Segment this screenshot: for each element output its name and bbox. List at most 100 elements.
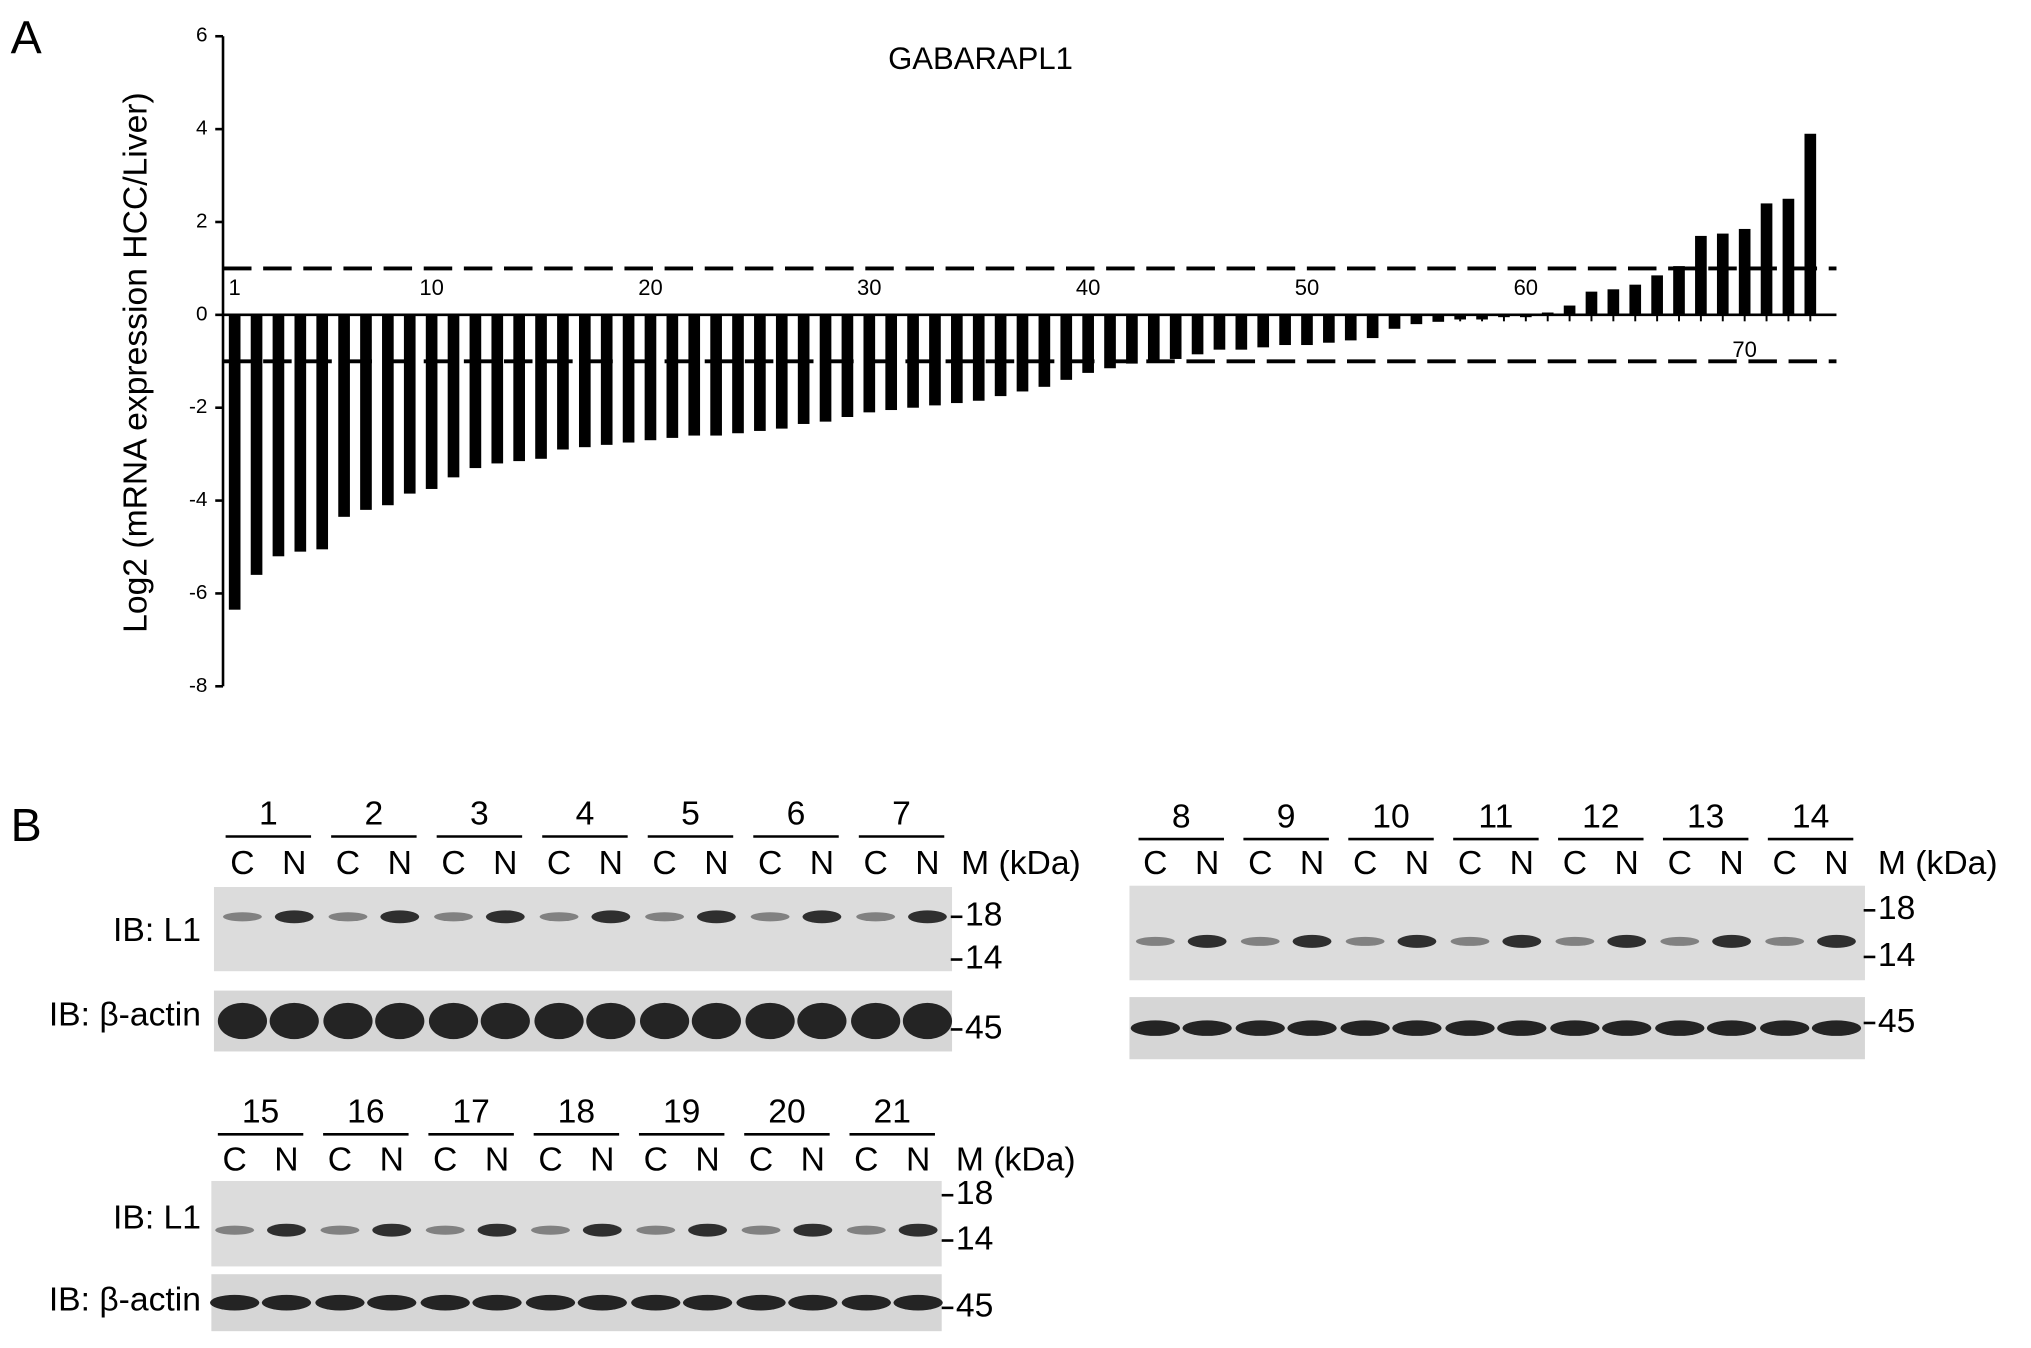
band	[1602, 1020, 1652, 1036]
sample-number: 8	[1172, 798, 1191, 835]
band	[736, 1294, 786, 1311]
lane-label: C	[644, 1141, 668, 1178]
bar	[1060, 314, 1073, 380]
sample-number: 13	[1687, 798, 1724, 835]
y-tick-label: -4	[189, 488, 207, 511]
marker-size: 14	[965, 939, 1002, 976]
bar	[1257, 314, 1270, 348]
lane-label: N	[801, 1141, 825, 1178]
band	[372, 1223, 412, 1237]
band	[750, 912, 790, 922]
band	[1497, 1020, 1547, 1036]
band	[1502, 934, 1542, 948]
band	[210, 1294, 260, 1311]
band	[472, 1294, 522, 1311]
band	[367, 1294, 417, 1311]
y-tick-label: -8	[189, 674, 207, 697]
lane-label: C	[538, 1141, 562, 1178]
bar	[469, 314, 482, 469]
band	[898, 1223, 938, 1237]
band	[434, 912, 473, 922]
lane-label: C	[230, 845, 254, 882]
lane-label: C	[1248, 845, 1272, 882]
lane-label: N	[1719, 845, 1743, 882]
band	[1135, 936, 1175, 946]
bar	[1585, 291, 1598, 315]
bar	[1082, 314, 1094, 373]
x-tick-label: 20	[638, 275, 662, 300]
band	[1187, 934, 1227, 948]
row-label: IB: L1	[113, 912, 201, 949]
band	[477, 1223, 517, 1237]
sample-number: 16	[347, 1094, 384, 1131]
panel-label: B	[11, 799, 42, 851]
band	[1760, 1020, 1810, 1036]
row-label: IB: L1	[113, 1200, 201, 1237]
bar	[1344, 314, 1357, 341]
x-tick-label: 40	[1076, 275, 1100, 300]
sample-number: 4	[576, 796, 595, 833]
bar	[994, 314, 1007, 397]
band	[267, 1223, 306, 1237]
bar	[1279, 314, 1291, 346]
bar	[1782, 198, 1795, 315]
bar	[863, 314, 876, 413]
lane-label: C	[863, 845, 887, 882]
bar	[1323, 314, 1335, 343]
marker-size: 14	[956, 1220, 993, 1257]
marker-unit: M (kDa)	[956, 1141, 1076, 1178]
bar	[294, 314, 307, 552]
bar	[1388, 314, 1401, 329]
band	[631, 1294, 681, 1311]
bar	[732, 314, 744, 434]
bar	[819, 314, 832, 422]
bar	[382, 314, 394, 506]
bar	[1366, 314, 1379, 339]
band	[696, 910, 736, 924]
bar	[972, 314, 985, 401]
bar	[1104, 314, 1116, 369]
bar	[1454, 314, 1466, 320]
band	[315, 1294, 365, 1311]
band	[380, 910, 420, 924]
lane-label: C	[854, 1141, 878, 1178]
band	[645, 912, 685, 922]
bar	[1235, 314, 1248, 350]
band	[1130, 1020, 1180, 1036]
marker-unit: M (kDa)	[1878, 845, 1998, 882]
sample-number: 12	[1582, 798, 1619, 835]
bar	[951, 314, 963, 404]
band	[793, 1223, 833, 1237]
x-tick-label: 60	[1514, 275, 1538, 300]
marker-size: 45	[956, 1288, 993, 1325]
bar	[1169, 314, 1182, 359]
band	[1287, 1020, 1337, 1036]
lane-label: C	[1773, 845, 1797, 882]
bar	[1038, 314, 1051, 387]
bar	[425, 314, 438, 489]
bar	[1147, 314, 1160, 362]
band	[788, 1294, 838, 1311]
band	[586, 1002, 636, 1040]
x-tick-label: 70	[1732, 337, 1756, 362]
sample-number: 21	[874, 1094, 911, 1131]
sample-number: 17	[452, 1094, 489, 1131]
band	[328, 912, 368, 922]
lane-label: C	[1353, 845, 1377, 882]
lane-label: C	[749, 1141, 773, 1178]
bar	[1191, 314, 1204, 355]
band	[223, 912, 262, 922]
band	[582, 1223, 622, 1237]
sample-number: 18	[558, 1094, 595, 1131]
y-tick-label: 6	[196, 24, 208, 47]
band	[1345, 936, 1385, 946]
x-tick-label: 10	[419, 275, 443, 300]
band	[1235, 1020, 1285, 1036]
bar	[535, 314, 547, 459]
bar	[688, 314, 701, 436]
lane-label: C	[336, 845, 360, 882]
lane-label: C	[1458, 845, 1482, 882]
band	[691, 1002, 741, 1040]
marker-size: 14	[1878, 937, 1915, 974]
